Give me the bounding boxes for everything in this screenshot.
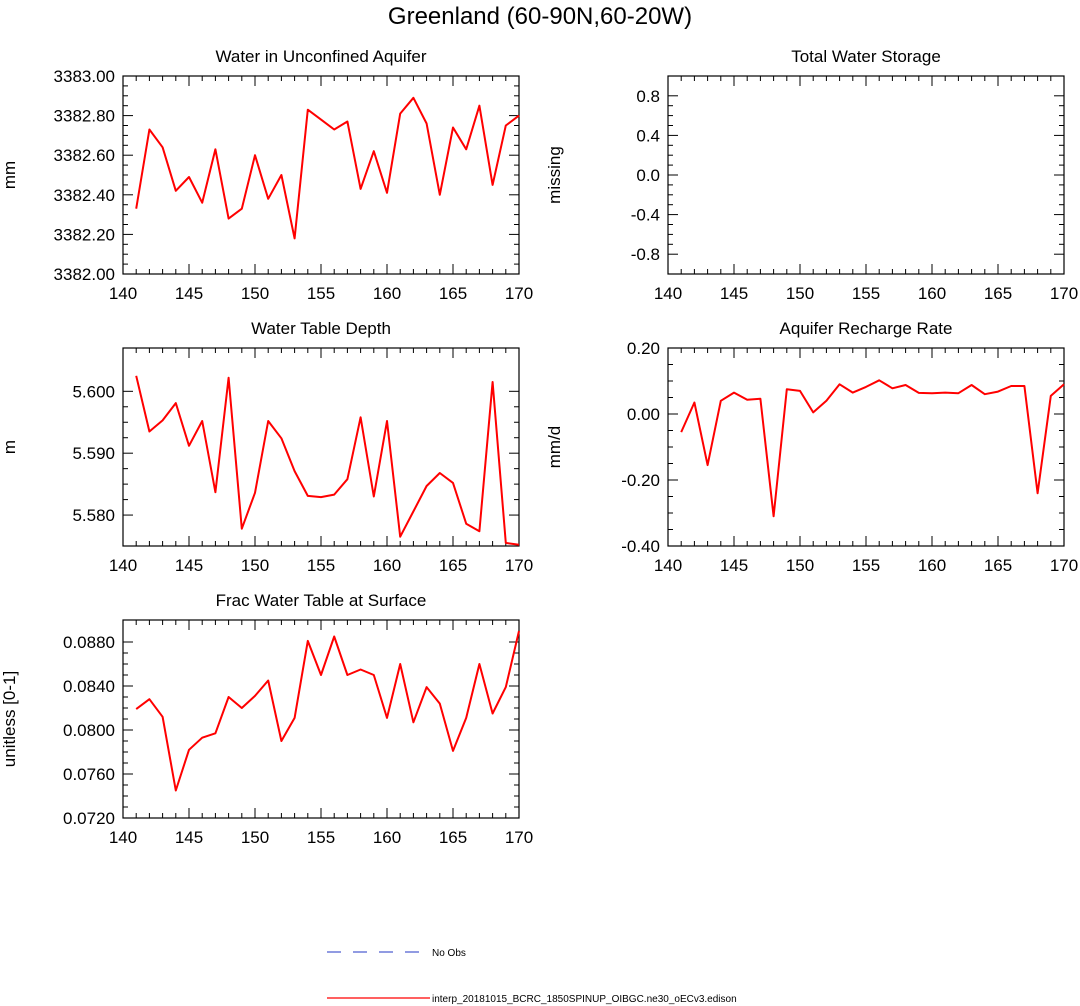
plot-title: Total Water Storage (791, 47, 941, 66)
y-tick-label: 5.600 (72, 382, 115, 401)
y-tick-label: 0.20 (627, 339, 660, 358)
plot-title: Water Table Depth (251, 319, 391, 338)
y-tick-label: 3382.40 (54, 186, 115, 205)
plot-title: Aquifer Recharge Rate (780, 319, 953, 338)
y-tick-label: 0.0880 (63, 633, 115, 652)
x-tick-label: 165 (984, 284, 1012, 303)
y-tick-label: 3382.80 (54, 107, 115, 126)
x-tick-label: 140 (109, 284, 137, 303)
x-tick-label: 140 (654, 556, 682, 575)
series-line (680, 379, 1065, 518)
x-tick-label: 160 (373, 828, 401, 847)
x-tick-label: 170 (505, 284, 533, 303)
y-axis-label: m (0, 440, 19, 454)
series-line (135, 96, 520, 240)
x-tick-label: 150 (241, 556, 269, 575)
y-axis-label: missing (545, 146, 564, 204)
panel-water-unconfined-aquifer: Water in Unconfined Aquifer mm 140 145 150 15… (0, 47, 533, 303)
plot-title: Water in Unconfined Aquifer (215, 47, 426, 66)
x-tick-label: 140 (109, 556, 137, 575)
x-tick-label: 160 (918, 556, 946, 575)
x-tick-label: 140 (654, 284, 682, 303)
y-tick-label: 5.590 (72, 444, 115, 463)
panel-aquifer-recharge-rate: Aquifer Recharge Rate mm/d 140 145 150 155 160… (545, 319, 1078, 575)
y-tick-label: 0.8 (636, 87, 660, 106)
x-tick-label: 165 (439, 828, 467, 847)
y-tick-label: 0.0720 (63, 809, 115, 828)
y-tick-label: 0.0800 (63, 721, 115, 740)
y-tick-label: 0.0 (636, 166, 660, 185)
chart-panels: Water in Unconfined Aquifer mm 140 145 150 15… (0, 47, 1078, 847)
panel-water-table-depth: Water Table Depth m 140 145 150 155 160 165 170 5… (0, 319, 533, 575)
plot-frame (122, 75, 520, 275)
legend: No Obs interp_20181015_BCRC_1850SPINUP_O… (327, 948, 737, 1005)
y-tick-label: 3382.60 (54, 146, 115, 165)
x-tick-label: 150 (786, 284, 814, 303)
y-tick-label: 0.0840 (63, 677, 115, 696)
y-axis-label: mm/d (545, 426, 564, 469)
x-tick-label: 155 (307, 828, 335, 847)
x-tick-label: 145 (175, 828, 203, 847)
legend-model-label: interp_20181015_BCRC_1850SPINUP_OIBGC.ne… (432, 994, 737, 1005)
x-tick-label: 170 (1050, 556, 1078, 575)
y-tick-label: 3382.00 (54, 265, 115, 284)
panel-total-water-storage: Total Water Storage missing 140 145 150 155 16… (545, 47, 1078, 303)
x-tick-label: 145 (720, 284, 748, 303)
series-line (135, 630, 520, 792)
x-tick-label: 165 (439, 284, 467, 303)
figure-title: Greenland (60-90N,60-20W) (388, 3, 692, 30)
plot-title: Frac Water Table at Surface (216, 591, 427, 610)
x-tick-label: 150 (241, 284, 269, 303)
x-tick-label: 160 (918, 284, 946, 303)
y-tick-label: -0.4 (631, 206, 660, 225)
x-tick-label: 170 (505, 556, 533, 575)
x-tick-label: 155 (852, 284, 880, 303)
y-tick-label: 0.0760 (63, 765, 115, 784)
y-tick-label: 3383.00 (54, 67, 115, 86)
x-tick-label: 155 (307, 556, 335, 575)
x-tick-label: 145 (720, 556, 748, 575)
series-line (135, 375, 520, 546)
y-tick-label: -0.20 (621, 471, 660, 490)
plot-frame (122, 347, 520, 547)
plot-frame (667, 75, 1065, 275)
x-tick-label: 155 (852, 556, 880, 575)
x-tick-label: 155 (307, 284, 335, 303)
plot-frame (122, 619, 520, 819)
legend-obs-label: No Obs (432, 948, 466, 959)
x-tick-label: 165 (439, 556, 467, 575)
x-tick-label: 160 (373, 284, 401, 303)
y-tick-label: 0.00 (627, 405, 660, 424)
x-tick-label: 170 (505, 828, 533, 847)
y-tick-label: 3382.20 (54, 225, 115, 244)
y-tick-label: -0.40 (621, 537, 660, 556)
y-tick-label: 0.4 (636, 126, 660, 145)
y-axis-label: unitless [0-1] (0, 671, 19, 767)
y-axis-label: mm (0, 161, 19, 189)
x-tick-label: 165 (984, 556, 1012, 575)
y-tick-label: 5.580 (72, 506, 115, 525)
x-tick-label: 145 (175, 284, 203, 303)
x-tick-label: 160 (373, 556, 401, 575)
x-tick-label: 150 (786, 556, 814, 575)
x-tick-label: 140 (109, 828, 137, 847)
x-tick-label: 150 (241, 828, 269, 847)
y-tick-label: -0.8 (631, 245, 660, 264)
x-tick-label: 170 (1050, 284, 1078, 303)
panel-frac-water-table-surface: Frac Water Table at Surface unitless [0-1… (0, 591, 533, 847)
x-tick-label: 145 (175, 556, 203, 575)
plot-frame (667, 347, 1065, 547)
